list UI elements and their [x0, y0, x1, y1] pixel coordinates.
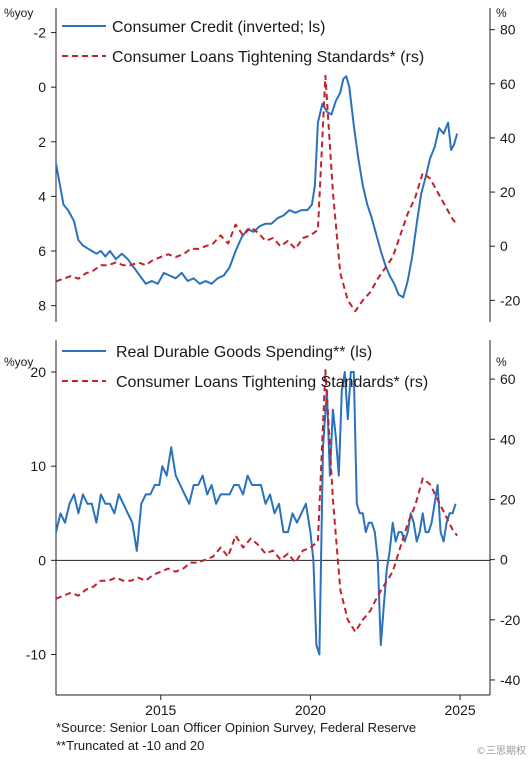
- panel1-left-tick-label: 6: [38, 243, 46, 259]
- panel1-main-series-line: [56, 75, 459, 299]
- truncation-footnote: **Truncated at -10 and 20: [56, 738, 205, 753]
- panel2-left-unit-label: %yoy: [4, 355, 33, 369]
- panel1-right-tick-label: 0: [500, 238, 508, 254]
- panel2-right-tick-label: -20: [500, 612, 520, 628]
- panel1-right-tick-label: 60: [500, 76, 516, 92]
- panel2-right-tick-label: 20: [500, 491, 516, 507]
- panel2-left-tick-label: 0: [38, 552, 46, 568]
- panel1-tightening-standards-line: [56, 74, 458, 313]
- watermark: ©三思期权: [476, 746, 526, 757]
- panel2-x-tick-label: 2025: [444, 702, 475, 718]
- panel1-left-tick-label: 4: [38, 188, 46, 204]
- panel1-right-tick-label: 40: [500, 130, 516, 146]
- panel1-left-unit-label: %yoy: [4, 6, 33, 20]
- panel2-right-tick-label: 0: [500, 552, 508, 568]
- panel1-left-tick-label: -2: [34, 25, 47, 41]
- panel1-right-tick-label: 80: [500, 22, 516, 38]
- source-footnote: *Source: Senior Loan Officer Opinion Sur…: [56, 720, 417, 735]
- panel2-legend-label-2: Consumer Loans Tightening Standards* (rs…: [116, 374, 428, 391]
- panel2-left-tick-label: -10: [26, 647, 46, 663]
- panel2-right-tick-label: 40: [500, 431, 516, 447]
- panel1-right-tick-label: 20: [500, 184, 516, 200]
- panel1-left-tick-label: 2: [38, 134, 46, 150]
- panel2-x-tick-label: 2020: [295, 702, 326, 718]
- panel2-x-tick-label: 2015: [145, 702, 176, 718]
- panel1-right-unit-label: %: [496, 6, 507, 20]
- panel2-left-tick-label: 20: [30, 364, 46, 380]
- panel2-right-tick-label: -40: [500, 672, 520, 688]
- panel2-right-unit-label: %: [496, 355, 507, 369]
- panel1-legend-label-2: Consumer Loans Tightening Standards* (rs…: [112, 49, 424, 66]
- panel1-left-tick-label: 0: [38, 79, 46, 95]
- panel2-main-series-line: [56, 371, 457, 656]
- panel1-right-tick-label: -20: [500, 292, 520, 308]
- panel1-left-tick-label: 8: [38, 298, 46, 314]
- panel1-legend-label-1: Consumer Credit (inverted; ls): [112, 19, 325, 36]
- panel2-tightening-standards-line: [56, 369, 458, 633]
- panel2-legend-label-1: Real Durable Goods Spending** (ls): [116, 344, 372, 361]
- panel2-left-tick-label: 10: [30, 458, 46, 474]
- panel2-right-tick-label: 60: [500, 371, 516, 387]
